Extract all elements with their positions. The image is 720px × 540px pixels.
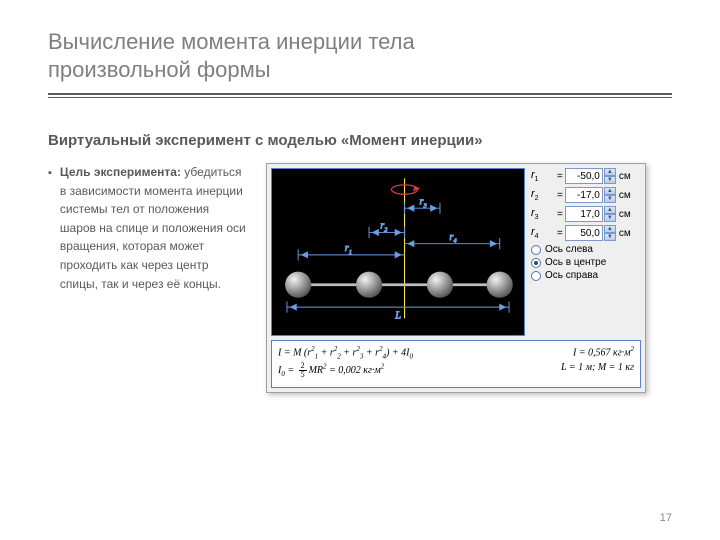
radio-label: Ось справа bbox=[545, 270, 598, 281]
input-row-r3: r3 = ▲▼ см bbox=[531, 206, 641, 222]
spinner-down-icon[interactable]: ▼ bbox=[604, 233, 616, 241]
label-r4: r4 bbox=[531, 226, 555, 240]
formula-I-main: I = M (r21 + r22 + r23 + r24) + 4I0 bbox=[278, 345, 413, 360]
radio-icon[interactable] bbox=[531, 258, 541, 268]
simulation-frame: r3 r2 r4 bbox=[266, 163, 646, 393]
input-r2[interactable] bbox=[565, 187, 603, 203]
radio-axis-left[interactable]: Ось слева bbox=[531, 244, 641, 255]
input-r4[interactable] bbox=[565, 225, 603, 241]
input-r1[interactable] bbox=[565, 168, 603, 184]
input-r3[interactable] bbox=[565, 206, 603, 222]
unit-r3: см bbox=[619, 209, 631, 220]
radio-label: Ось в центре bbox=[545, 257, 606, 268]
label-r3: r3 bbox=[531, 207, 555, 221]
spinner-up-icon[interactable]: ▲ bbox=[604, 168, 616, 176]
spinner-r3[interactable]: ▲▼ bbox=[604, 206, 616, 222]
formula-I-value: I = 0,567 кг·м2 bbox=[573, 345, 634, 360]
sphere-3 bbox=[427, 272, 453, 298]
label-r2: r2 bbox=[531, 188, 555, 202]
radio-label: Ось слева bbox=[545, 244, 593, 255]
spinner-r4[interactable]: ▲▼ bbox=[604, 225, 616, 241]
spinner-up-icon[interactable]: ▲ bbox=[604, 206, 616, 214]
formula-LM: L = 1 м; M = 1 кг bbox=[561, 362, 634, 379]
input-row-r1: r1 = ▲▼ см bbox=[531, 168, 641, 184]
svg-text:L: L bbox=[394, 310, 401, 321]
sphere-2 bbox=[356, 272, 382, 298]
label-r1: r1 bbox=[531, 169, 555, 183]
bullet-marker: ▪ bbox=[48, 163, 52, 293]
controls-panel: r1 = ▲▼ см r2 = ▲▼ см r3 bbox=[529, 164, 645, 340]
spinner-down-icon[interactable]: ▼ bbox=[604, 214, 616, 222]
radio-icon[interactable] bbox=[531, 271, 541, 281]
spinner-r1[interactable]: ▲▼ bbox=[604, 168, 616, 184]
spinner-up-icon[interactable]: ▲ bbox=[604, 225, 616, 233]
radio-axis-right[interactable]: Ось справа bbox=[531, 270, 641, 281]
radio-icon[interactable] bbox=[531, 245, 541, 255]
sphere-1 bbox=[285, 272, 311, 298]
objective-text: убедиться в зависимости момента инерции … bbox=[60, 165, 246, 291]
spinner-down-icon[interactable]: ▼ bbox=[604, 176, 616, 184]
svg-text:r1: r1 bbox=[345, 243, 352, 256]
svg-text:r3: r3 bbox=[419, 196, 427, 209]
svg-text:r2: r2 bbox=[380, 221, 388, 234]
page-number: 17 bbox=[660, 512, 672, 524]
input-row-r4: r4 = ▲▼ см bbox=[531, 225, 641, 241]
input-row-r2: r2 = ▲▼ см bbox=[531, 187, 641, 203]
spinner-up-icon[interactable]: ▲ bbox=[604, 187, 616, 195]
svg-text:r4: r4 bbox=[449, 232, 457, 245]
spinner-r2[interactable]: ▲▼ bbox=[604, 187, 616, 203]
spinner-down-icon[interactable]: ▼ bbox=[604, 195, 616, 203]
formula-panel: I = M (r21 + r22 + r23 + r24) + 4I0 I = … bbox=[271, 340, 641, 388]
subtitle: Виртуальный эксперимент с моделью «Момен… bbox=[48, 132, 672, 149]
title-divider-thin bbox=[48, 97, 672, 98]
unit-r4: см bbox=[619, 228, 631, 239]
formula-I0: I0 = 25MR2 = 0,002 кг·м2 bbox=[278, 362, 384, 379]
unit-r1: см bbox=[619, 171, 631, 182]
slide-title: Вычисление момента инерции тела произвол… bbox=[48, 28, 672, 83]
simulation-svg: r3 r2 r4 bbox=[272, 169, 524, 326]
radio-axis-center[interactable]: Ось в центре bbox=[531, 257, 641, 268]
simulation-viewport: r3 r2 r4 bbox=[271, 168, 525, 336]
unit-r2: см bbox=[619, 190, 631, 201]
objective-label: Цель эксперимента: bbox=[60, 165, 181, 179]
objective-bullet: ▪ Цель эксперимента: убедиться в зависим… bbox=[48, 163, 248, 293]
title-divider-thick bbox=[48, 93, 672, 95]
sphere-4 bbox=[487, 272, 513, 298]
